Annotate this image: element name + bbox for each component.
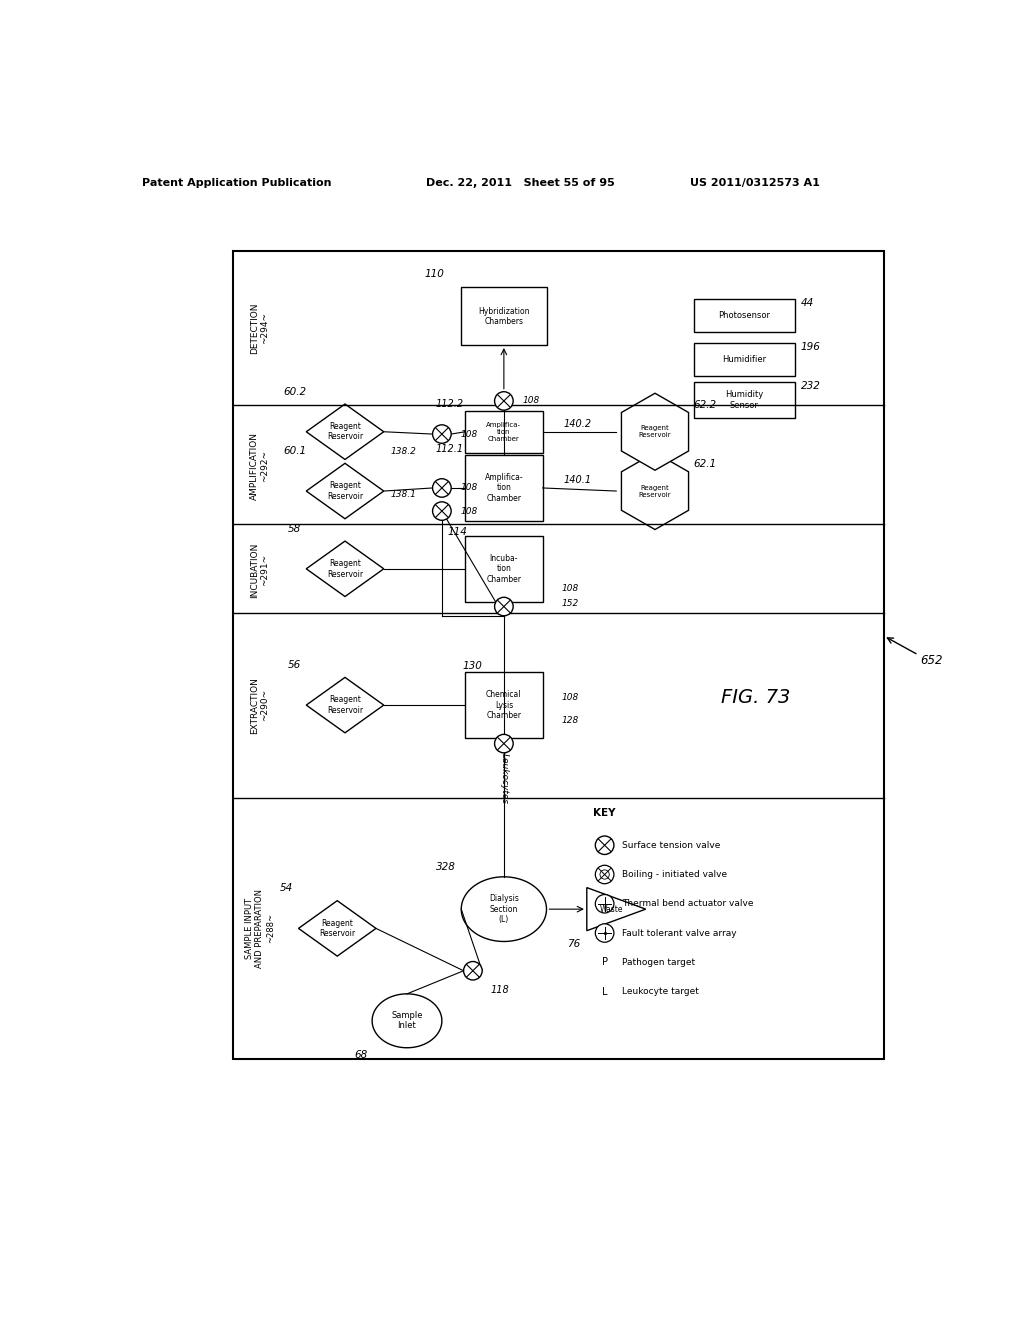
Text: Reagent
Reservoir: Reagent Reservoir (319, 919, 355, 939)
Text: Waste: Waste (600, 904, 624, 913)
Text: 196: 196 (801, 342, 820, 352)
Text: Dec. 22, 2011   Sheet 55 of 95: Dec. 22, 2011 Sheet 55 of 95 (426, 178, 615, 187)
Text: Leukocytes: Leukocytes (500, 752, 508, 804)
Text: 652: 652 (921, 653, 943, 667)
Text: Humidity
Sensor: Humidity Sensor (725, 391, 763, 411)
Text: 112.2: 112.2 (435, 400, 464, 409)
FancyBboxPatch shape (465, 411, 543, 453)
Polygon shape (461, 876, 547, 941)
FancyBboxPatch shape (461, 288, 547, 345)
FancyBboxPatch shape (465, 672, 543, 738)
Text: US 2011/0312573 A1: US 2011/0312573 A1 (690, 178, 820, 187)
Text: 112.1: 112.1 (435, 444, 464, 454)
Circle shape (595, 866, 614, 884)
Text: AMPLIFICATION
~292~: AMPLIFICATION ~292~ (250, 433, 269, 500)
Text: 232: 232 (801, 381, 820, 391)
Text: FIG. 73: FIG. 73 (721, 688, 791, 708)
Text: 68: 68 (354, 1051, 368, 1060)
FancyBboxPatch shape (693, 343, 795, 376)
Polygon shape (299, 900, 376, 956)
Text: Patent Application Publication: Patent Application Publication (142, 178, 332, 187)
Polygon shape (622, 453, 688, 529)
Polygon shape (306, 463, 384, 519)
Text: Surface tension valve: Surface tension valve (623, 841, 721, 850)
Polygon shape (622, 393, 688, 470)
Circle shape (495, 734, 513, 752)
Polygon shape (372, 994, 442, 1048)
Text: Thermal bend actuator valve: Thermal bend actuator valve (623, 899, 754, 908)
Circle shape (495, 598, 513, 616)
Text: Boiling - initiated valve: Boiling - initiated valve (623, 870, 728, 879)
Text: P: P (602, 957, 607, 968)
Text: 114: 114 (447, 527, 467, 537)
Circle shape (495, 392, 513, 411)
Text: 44: 44 (801, 298, 814, 308)
Text: Reagent
Reservoir: Reagent Reservoir (327, 422, 364, 441)
Text: KEY: KEY (593, 808, 615, 818)
Text: 60.1: 60.1 (283, 446, 306, 455)
Text: Reagent
Reservoir: Reagent Reservoir (327, 482, 364, 500)
Circle shape (432, 479, 452, 498)
Text: 56: 56 (288, 660, 301, 671)
Text: 60.2: 60.2 (283, 387, 306, 397)
Text: Amplifica-
tion
Chamber: Amplifica- tion Chamber (486, 422, 521, 442)
Text: Reagent
Reservoir: Reagent Reservoir (327, 560, 364, 578)
Text: Dialysis
Section
(L): Dialysis Section (L) (488, 894, 519, 924)
FancyBboxPatch shape (232, 251, 884, 1059)
Text: Reagent
Reservoir: Reagent Reservoir (327, 696, 364, 715)
Text: 152: 152 (561, 599, 579, 609)
Text: 138.2: 138.2 (390, 446, 416, 455)
Text: 118: 118 (490, 985, 509, 995)
Text: 130: 130 (463, 661, 482, 671)
Text: 108: 108 (561, 583, 579, 593)
FancyBboxPatch shape (693, 300, 795, 331)
Text: SAMPLE INPUT
AND PREPARATION
~288~: SAMPLE INPUT AND PREPARATION ~288~ (245, 888, 274, 968)
Polygon shape (306, 541, 384, 597)
Text: 140.2: 140.2 (563, 418, 592, 429)
Text: INCUBATION
~291~: INCUBATION ~291~ (250, 543, 269, 598)
Circle shape (595, 836, 614, 854)
Text: Photosensor: Photosensor (718, 312, 770, 319)
Text: 62.2: 62.2 (694, 400, 717, 409)
FancyBboxPatch shape (465, 455, 543, 520)
Text: Humidifier: Humidifier (722, 355, 766, 364)
Circle shape (595, 924, 614, 942)
Text: Reagent
Reservoir: Reagent Reservoir (639, 484, 672, 498)
Text: Hybridization
Chambers: Hybridization Chambers (478, 306, 529, 326)
Text: DETECTION
~294~: DETECTION ~294~ (250, 302, 269, 354)
Polygon shape (306, 404, 384, 459)
Text: 128: 128 (561, 715, 579, 725)
Text: Reagent
Reservoir: Reagent Reservoir (639, 425, 672, 438)
Text: EXTRACTION
~290~: EXTRACTION ~290~ (250, 677, 269, 734)
Text: L: L (602, 986, 607, 997)
Text: Sample
Inlet: Sample Inlet (391, 1011, 423, 1031)
Text: Fault tolerant valve array: Fault tolerant valve array (623, 928, 737, 937)
Text: 108: 108 (461, 429, 477, 438)
Text: 138.1: 138.1 (390, 490, 416, 499)
Text: Chemical
Lysis
Chamber: Chemical Lysis Chamber (486, 690, 521, 719)
Text: 328: 328 (436, 862, 456, 871)
Circle shape (432, 502, 452, 520)
FancyBboxPatch shape (465, 536, 543, 602)
Polygon shape (587, 887, 646, 931)
Text: 108: 108 (461, 507, 477, 516)
Text: 108: 108 (461, 483, 477, 492)
Text: 76: 76 (567, 939, 581, 949)
Circle shape (464, 961, 482, 979)
Text: 108: 108 (522, 396, 540, 405)
Text: Leukocyte target: Leukocyte target (623, 987, 699, 997)
Text: 62.1: 62.1 (694, 459, 717, 469)
FancyBboxPatch shape (693, 383, 795, 418)
Text: Incuba-
tion
Chamber: Incuba- tion Chamber (486, 554, 521, 583)
Text: 140.1: 140.1 (563, 475, 592, 486)
Text: Pathogen target: Pathogen target (623, 958, 695, 966)
Text: 108: 108 (561, 693, 579, 702)
Text: 54: 54 (281, 883, 294, 894)
Text: 110: 110 (424, 269, 444, 279)
Circle shape (432, 425, 452, 444)
Text: 58: 58 (288, 524, 301, 533)
Circle shape (595, 895, 614, 913)
Text: Amplifica-
tion
Chamber: Amplifica- tion Chamber (484, 473, 523, 503)
Polygon shape (306, 677, 384, 733)
